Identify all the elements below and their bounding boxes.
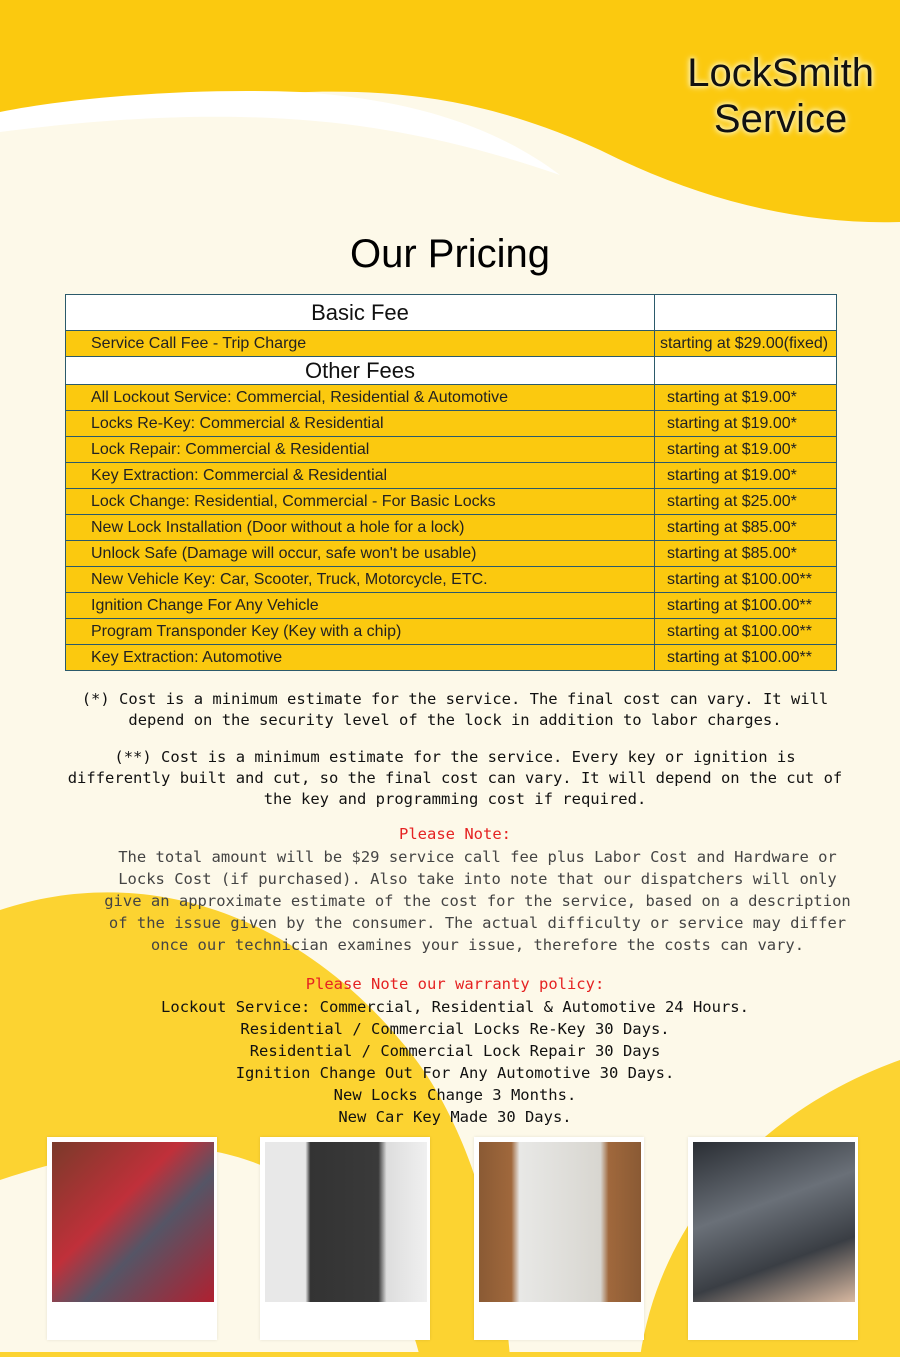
price-cell: starting at $100.00** — [654, 644, 837, 671]
warranty-item: Residential / Commercial Locks Re-Key 30… — [240, 1020, 670, 1038]
price-cell: starting at $29.00(fixed) — [654, 330, 837, 357]
price-cell: starting at $85.00* — [654, 514, 837, 541]
warranty-label: Please Note our warranty policy: — [305, 975, 605, 993]
single-star-note: (*) Cost is a minimum estimate for the s… — [81, 690, 829, 729]
table-row: Lock Repair: Commercial & Residential sta… — [65, 436, 837, 463]
table-row: Program Transponder Key (Key with a chip… — [65, 618, 837, 645]
table-row: Locks Re-Key: Commercial & Residential st… — [65, 410, 837, 437]
price-cell: starting at $85.00* — [654, 540, 837, 567]
table-row: Lock Change: Residential, Commercial - F… — [65, 488, 837, 515]
service-cell: Locks Re-Key: Commercial & Residential — [65, 410, 655, 437]
warranty-item: Ignition Change Out For Any Automotive 3… — [235, 1064, 675, 1082]
warranty-item: Residential / Commercial Lock Repair 30 … — [249, 1042, 661, 1060]
price-cell: starting at $19.00* — [654, 384, 837, 411]
please-note-label: Please Note: — [399, 825, 511, 843]
table-row: Ignition Change For Any Vehicle starting … — [65, 592, 837, 619]
table-row: New Vehicle Key: Car, Scooter, Truck, Mo… — [65, 566, 837, 593]
basic-fee-header: Basic Fee — [65, 294, 655, 331]
warranty-list: Lockout Service: Commercial, Residential… — [60, 996, 850, 1128]
warranty-item: New Car Key Made 30 Days. — [338, 1108, 572, 1126]
price-cell: starting at $100.00** — [654, 566, 837, 593]
brand-logo: LockSmith Service — [687, 50, 874, 142]
service-cell: Service Call Fee - Trip Charge — [65, 330, 655, 357]
car-ignition-key-photo — [688, 1137, 858, 1340]
service-cell: Lock Change: Residential, Commercial - F… — [65, 488, 655, 515]
table-row: Key Extraction: Automotive starting at $1… — [65, 644, 837, 671]
brand-line-2: Service — [713, 97, 848, 141]
double-star-note: (**) Cost is a minimum estimate for the … — [67, 748, 843, 808]
table-row: Service Call Fee - Trip Charge starting a… — [65, 330, 837, 357]
warranty-item: Lockout Service: Commercial, Residential… — [161, 998, 749, 1016]
table-row: Unlock Safe (Damage will occur, safe won… — [65, 540, 837, 567]
service-cell: Program Transponder Key (Key with a chip… — [65, 618, 655, 645]
price-cell: starting at $100.00** — [654, 618, 837, 645]
service-cell: Ignition Change For Any Vehicle — [65, 592, 655, 619]
service-cell: Lock Repair: Commercial & Residential — [65, 436, 655, 463]
price-cell: starting at $100.00** — [654, 592, 837, 619]
please-note-text: The total amount will be $29 service cal… — [104, 848, 851, 954]
door-key-photo — [474, 1137, 644, 1340]
pricing-table: Basic Fee Service Call Fee - Trip Charge… — [65, 294, 837, 671]
service-cell: All Lockout Service: Commercial, Residen… — [65, 384, 655, 411]
table-row: New Lock Installation (Door without a ho… — [65, 514, 837, 541]
service-cell: New Vehicle Key: Car, Scooter, Truck, Mo… — [65, 566, 655, 593]
price-cell: starting at $25.00* — [654, 488, 837, 515]
page-title: Our Pricing — [349, 232, 551, 276]
price-cell: starting at $19.00* — [654, 436, 837, 463]
brand-line-1: LockSmith — [687, 51, 874, 95]
price-cell: starting at $19.00* — [654, 462, 837, 489]
table-row: All Lockout Service: Commercial, Residen… — [65, 384, 837, 411]
service-cell: Key Extraction: Commercial & Residential — [65, 462, 655, 489]
service-cell: New Lock Installation (Door without a ho… — [65, 514, 655, 541]
keypad-lock-photo — [260, 1137, 430, 1340]
other-fees-header: Other Fees — [65, 356, 655, 385]
price-cell: starting at $19.00* — [654, 410, 837, 437]
service-cell: Key Extraction: Automotive — [65, 644, 655, 671]
warranty-item: New Locks Change 3 Months. — [333, 1086, 577, 1104]
service-cell: Unlock Safe (Damage will occur, safe won… — [65, 540, 655, 567]
table-row: Key Extraction: Commercial & Residential… — [65, 462, 837, 489]
car-door-lockpick-photo — [47, 1137, 217, 1340]
